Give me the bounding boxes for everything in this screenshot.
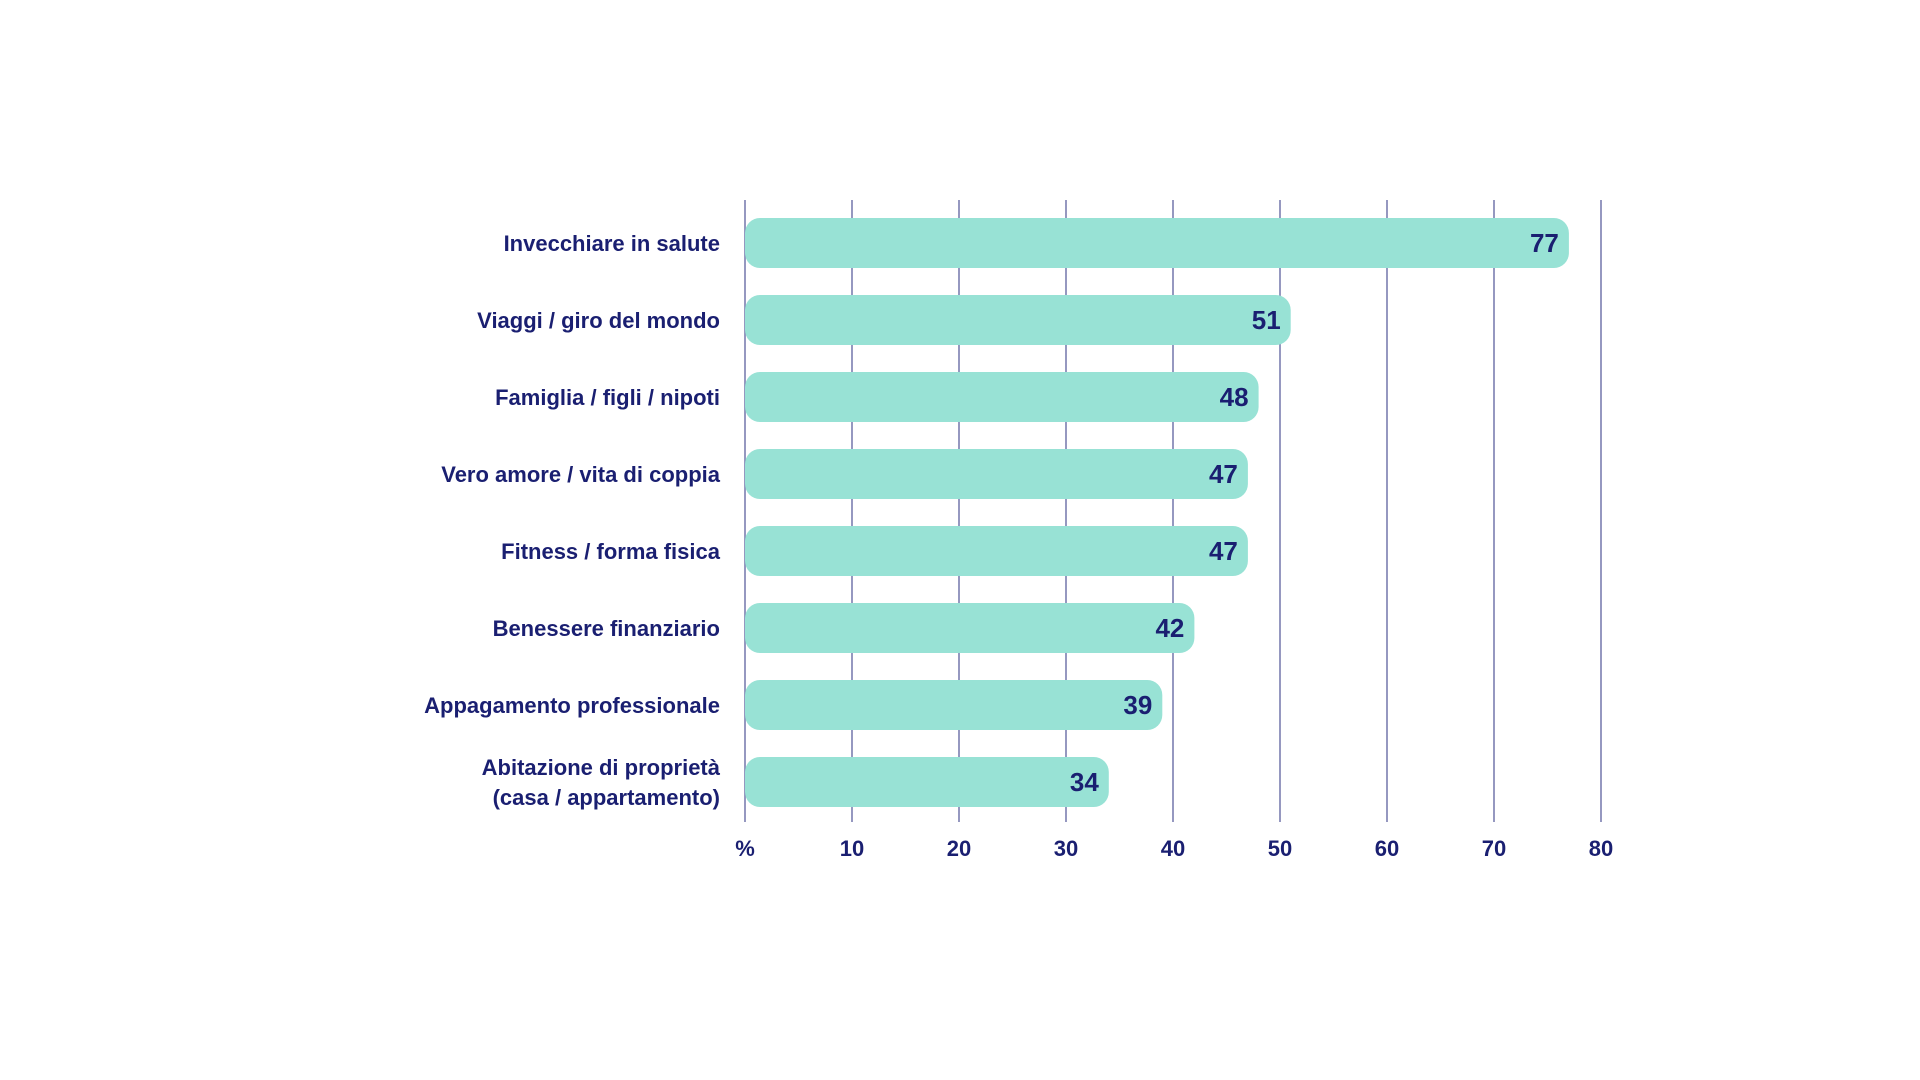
- bar: [745, 295, 1291, 345]
- bar-value-label: 42: [1155, 613, 1184, 643]
- x-axis-ticks: % 10 20 30 40 50 60 70 80: [735, 836, 1613, 861]
- bar: [745, 603, 1195, 653]
- bar: [745, 680, 1163, 730]
- bar-value-label: 34: [1070, 767, 1099, 797]
- x-tick-label: %: [735, 836, 755, 861]
- bar-value-label: 39: [1123, 690, 1152, 720]
- category-label: Abitazione di proprietà (casa / appartame…: [482, 755, 721, 810]
- bar-value-label: 77: [1530, 228, 1559, 258]
- bar: [745, 757, 1109, 807]
- category-label: Famiglia / figli / nipoti: [495, 385, 720, 410]
- category-label: Fitness / forma fisica: [501, 539, 721, 564]
- bar-value-label: 47: [1209, 459, 1238, 489]
- x-tick-label: 80: [1589, 836, 1613, 861]
- x-tick-label: 70: [1482, 836, 1506, 861]
- bar: [745, 449, 1248, 499]
- category-label: Appagamento professionale: [424, 693, 720, 718]
- x-tick-label: 20: [947, 836, 971, 861]
- category-label: Viaggi / giro del mondo: [477, 308, 720, 333]
- x-tick-label: 60: [1375, 836, 1399, 861]
- x-tick-label: 50: [1268, 836, 1292, 861]
- category-label: Benessere finanziario: [493, 616, 720, 641]
- x-tick-label: 10: [840, 836, 864, 861]
- bars: 77 51 48 47 47 42 39 34: [745, 218, 1569, 807]
- category-labels: Invecchiare in salute Viaggi / giro del m…: [424, 231, 721, 810]
- bar: [745, 218, 1569, 268]
- bar: [745, 372, 1259, 422]
- bar-value-label: 51: [1252, 305, 1281, 335]
- x-tick-label: 40: [1161, 836, 1185, 861]
- category-label: Invecchiare in salute: [504, 231, 720, 256]
- bar: [745, 526, 1248, 576]
- bar-value-label: 48: [1220, 382, 1249, 412]
- bar-value-label: 47: [1209, 536, 1238, 566]
- category-label: Vero amore / vita di coppia: [441, 462, 721, 487]
- x-tick-label: 30: [1054, 836, 1078, 861]
